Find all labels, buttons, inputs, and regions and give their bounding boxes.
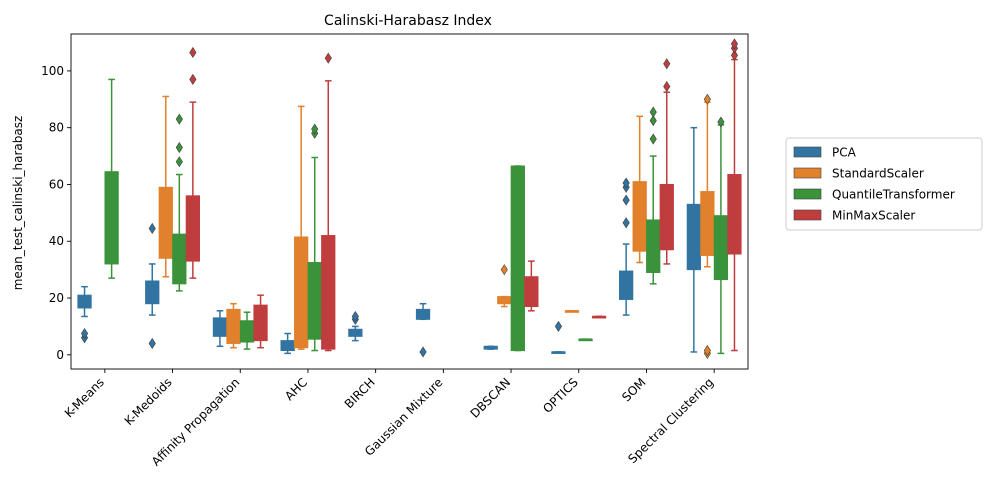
outlier-QuantileTransformer-K-Medoids-1	[175, 142, 183, 154]
legend-label-StandardScaler: StandardScaler	[832, 167, 924, 181]
series-MinMaxScaler	[185, 38, 742, 352]
legend-swatch-StandardScaler	[793, 167, 822, 179]
outlier-PCA-SOM-1	[622, 194, 630, 206]
outlier-QuantileTransformer-K-Medoids-0	[175, 156, 183, 168]
y-tick-label-100: 100	[41, 64, 64, 78]
legend-swatch-MinMaxScaler	[793, 209, 822, 221]
x-tick-label-4: BIRCH	[342, 375, 378, 411]
x-tick-label-0: K-Means	[62, 375, 107, 420]
outlier-QuantileTransformer-SOM-0	[649, 133, 657, 145]
box-StandardScaler-Affinity Propagation	[226, 308, 241, 344]
y-axis-label: mean_test_calinski_harabasz	[11, 116, 25, 291]
x-tick-label-8: SOM	[619, 375, 648, 404]
box-QuantileTransformer-Spectral Clustering	[713, 215, 729, 281]
outlier-QuantileTransformer-SOM-1	[649, 115, 657, 127]
y-tick-label-60: 60	[49, 177, 64, 191]
outlier-QuantileTransformer-Spectral Clustering-0	[717, 116, 725, 128]
outlier-QuantileTransformer-SOM-2	[649, 106, 657, 118]
legend-label-QuantileTransformer: QuantileTransformer	[832, 188, 955, 202]
series-StandardScaler	[158, 93, 715, 359]
outlier-PCA-OPTICS-0	[554, 320, 562, 332]
outlier-PCA-SOM-3	[622, 177, 630, 189]
legend-label-MinMaxScaler: MinMaxScaler	[832, 209, 915, 223]
box-MinMaxScaler-Affinity Propagation	[253, 304, 268, 342]
outlier-StandardScaler-Spectral Clustering-1	[703, 344, 711, 357]
box-MinMaxScaler-K-Medoids	[185, 195, 200, 262]
box-QuantileTransformer-AHC	[307, 262, 322, 340]
box-MinMaxScaler-DBSCAN	[524, 276, 539, 308]
outlier-PCA-BIRCH-1	[351, 310, 359, 323]
outlier-PCA-K-Medoids-0	[148, 337, 156, 350]
legend-label-PCA: PCA	[832, 146, 857, 160]
box-PCA-SOM	[619, 270, 634, 300]
axes-frame	[70, 33, 749, 370]
x-tick-label-6: DBSCAN	[468, 375, 514, 421]
series-QuantileTransformer	[104, 78, 729, 355]
legend: PCA StandardScaler QuantileTransformer MinM…	[785, 137, 983, 231]
y-tick-label-20: 20	[49, 291, 64, 305]
box-QuantileTransformer-Affinity Propagation	[239, 320, 255, 343]
outlier-MinMaxScaler-Spectral Clustering-0	[730, 49, 739, 61]
y-tick-label-0: 0	[56, 348, 64, 362]
outlier-StandardScaler-Spectral Clustering-2	[703, 93, 711, 105]
outlier-QuantileTransformer-K-Medoids-2	[175, 113, 183, 125]
outlier-PCA-K-Medoids-1	[148, 222, 156, 235]
series-PCA	[77, 126, 701, 358]
box-MinMaxScaler-AHC	[321, 235, 336, 350]
y-tick-label-80: 80	[49, 121, 64, 135]
outlier-MinMaxScaler-K-Medoids-1	[189, 46, 197, 59]
x-tick-label-1: K-Medoids	[122, 375, 175, 428]
plot-area	[77, 38, 742, 359]
x-tick-label-3: AHC	[282, 375, 310, 403]
box-StandardScaler-K-Medoids	[158, 186, 173, 259]
box-StandardScaler-Spectral Clustering	[700, 191, 715, 256]
box-MinMaxScaler-SOM	[659, 183, 674, 251]
legend-swatch-PCA	[793, 146, 822, 158]
outlier-MinMaxScaler-SOM-1	[663, 58, 671, 70]
box-QuantileTransformer-K-Means	[104, 171, 119, 265]
outlier-PCA-Gaussian Mixture-0	[419, 346, 427, 358]
outlier-PCA-K-Means-1	[80, 327, 89, 340]
legend-frame	[785, 137, 983, 231]
outlier-StandardScaler-DBSCAN-0	[500, 264, 508, 276]
outlier-PCA-SOM-0	[622, 217, 630, 229]
box-PCA-Spectral Clustering	[686, 203, 701, 271]
box-StandardScaler-SOM	[632, 181, 647, 252]
outlier-MinMaxScaler-K-Medoids-0	[189, 73, 197, 85]
chart-title: Calinski-Harabasz Index	[324, 13, 492, 29]
outlier-MinMaxScaler-Spectral Clustering-2	[730, 38, 739, 50]
legend-swatch-QuantileTransformer	[793, 188, 822, 200]
y-tick-label-40: 40	[49, 234, 64, 248]
x-tick-label-7: OPTICS	[540, 375, 581, 416]
outlier-MinMaxScaler-SOM-0	[663, 80, 671, 93]
outlier-QuantileTransformer-AHC-1	[311, 123, 319, 135]
outlier-MinMaxScaler-AHC-0	[324, 52, 332, 64]
box-StandardScaler-AHC	[294, 236, 309, 349]
box-MinMaxScaler-Spectral Clustering	[727, 174, 742, 255]
box-QuantileTransformer-SOM	[646, 219, 661, 273]
